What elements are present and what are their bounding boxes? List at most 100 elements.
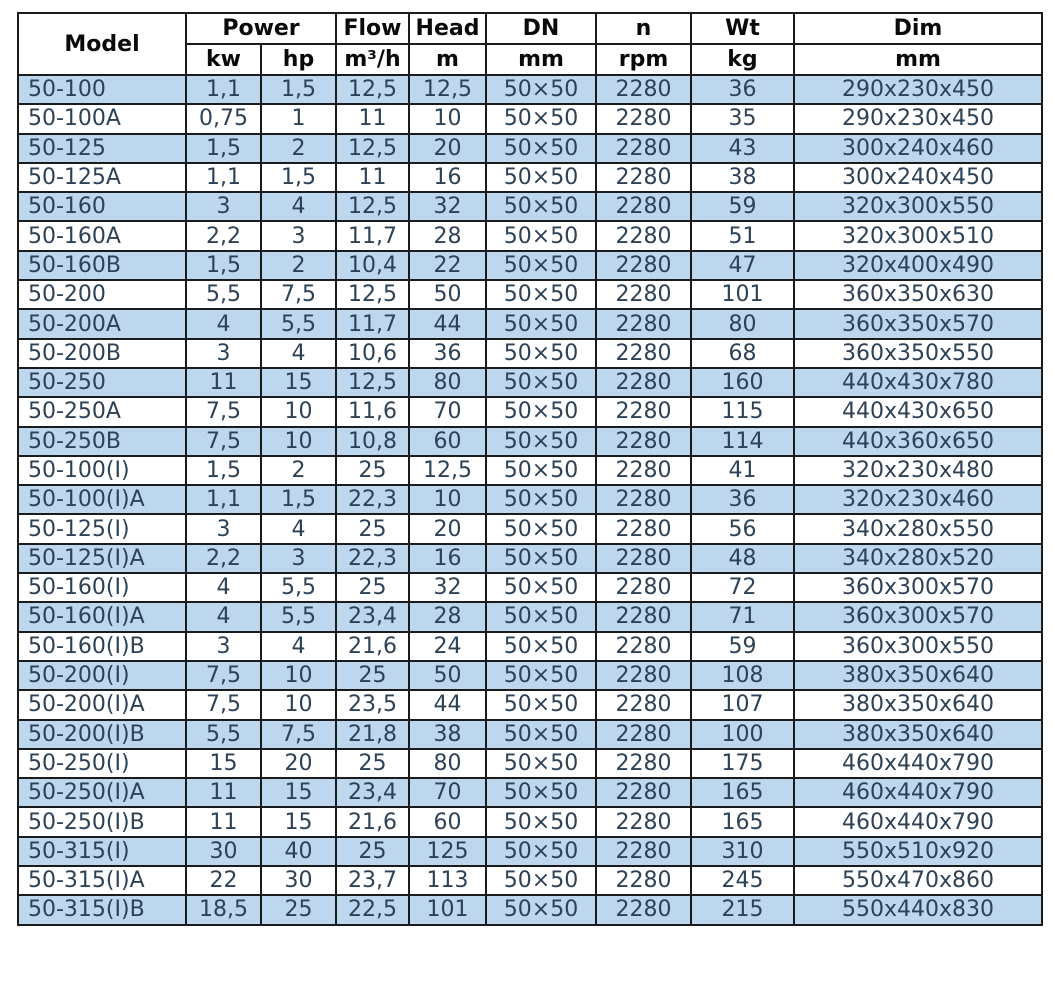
data-cell: 12,5 [335,73,410,106]
data-cell: 2280 [595,542,692,575]
col-header-wt: Wt [690,12,795,45]
data-cell: 50×50 [485,484,597,516]
data-cell: 3 [260,542,337,575]
data-cell: 50×50 [485,659,597,692]
data-cell: 44 [408,308,487,340]
data-cell: 43 [690,132,795,164]
data-cell: 21,8 [335,718,410,750]
model-cell: 50-250A [17,396,187,428]
data-cell: 10 [260,425,337,457]
table-row: 50-250B 7,5 10 10,8 60 50×50 2280 114 440x360x65… [17,425,1043,457]
data-cell: 2280 [595,747,692,780]
data-cell: 50×50 [485,747,597,780]
table-row: 50-160(I)B 3 4 21,6 24 50×50 2280 59 360x300x550 [17,630,1043,662]
data-cell: 2 [260,454,337,487]
data-cell: 11,7 [335,220,410,252]
data-cell: 245 [690,865,795,897]
col-header-flow-unit: m³/h [335,43,410,76]
data-cell: 550x470x860 [793,865,1043,897]
data-cell: 10,8 [335,425,410,457]
col-header-model: Model [17,12,187,76]
data-cell: 50 [408,279,487,311]
data-cell: 2280 [595,132,692,164]
data-cell: 15 [185,747,262,780]
data-cell: 25 [335,835,410,868]
data-cell: 1,1 [185,73,262,106]
data-cell: 550x510x920 [793,835,1043,868]
header-row-1: Model Power Flow Head DN n Wt Dim [17,12,1043,76]
data-cell: 11 [335,161,410,194]
data-cell: 30 [260,865,337,897]
data-cell: 50×50 [485,513,597,545]
model-cell: 50-125 [17,132,187,164]
data-cell: 3 [185,191,262,223]
data-cell: 2280 [595,279,692,311]
data-cell: 10,6 [335,337,410,369]
data-cell: 10 [260,689,337,721]
data-cell: 320x300x510 [793,220,1043,252]
data-cell: 2 [260,249,337,282]
data-cell: 10 [408,103,487,135]
data-cell: 41 [690,454,795,487]
data-cell: 440x430x650 [793,396,1043,428]
data-cell: 50×50 [485,630,597,662]
data-cell: 2280 [595,835,692,868]
table-row: 50-315(I)A 22 30 23,7 113 50×50 2280 245 550x470… [17,865,1043,897]
col-header-kw: kw [185,43,262,76]
data-cell: 12,5 [408,73,487,106]
data-cell: 2280 [595,396,692,428]
table-row: 50-160B 1,5 2 10,4 22 50×50 2280 47 320x400x490 [17,249,1043,282]
data-cell: 10,4 [335,249,410,282]
data-cell: 3 [185,513,262,545]
data-cell: 23,5 [335,689,410,721]
data-cell: 3 [260,220,337,252]
data-cell: 360x300x550 [793,630,1043,662]
data-cell: 50×50 [485,894,597,926]
data-cell: 320x300x550 [793,191,1043,223]
data-cell: 113 [408,865,487,897]
data-cell: 2,2 [185,220,262,252]
data-cell: 20 [260,747,337,780]
data-cell: 2280 [595,689,692,721]
col-header-dim: Dim [793,12,1043,45]
data-cell: 21,6 [335,630,410,662]
data-cell: 5,5 [260,572,337,604]
data-cell: 25 [335,659,410,692]
data-cell: 70 [408,777,487,809]
data-cell: 50×50 [485,220,597,252]
data-cell: 50×50 [485,865,597,897]
table-header: Model Power Flow Head DN n Wt Dim kw hp … [17,12,1043,76]
table-row: 50-125 1,5 2 12,5 20 50×50 2280 43 300x240x460 [17,132,1043,164]
col-header-n-unit: rpm [595,43,692,76]
table-row: 50-200(I)A 7,5 10 23,5 44 50×50 2280 107 380x350… [17,689,1043,721]
data-cell: 10 [260,396,337,428]
data-cell: 1 [260,103,337,135]
col-header-wt-unit: kg [690,43,795,76]
data-cell: 50×50 [485,308,597,340]
data-cell: 21,6 [335,806,410,838]
model-cell: 50-315(I)A [17,865,187,897]
col-header-dim-unit: mm [793,43,1043,76]
data-cell: 70 [408,396,487,428]
table-row: 50-160A 2,2 3 11,7 28 50×50 2280 51 320x300x510 [17,220,1043,252]
data-cell: 36 [408,337,487,369]
data-cell: 300x240x460 [793,132,1043,164]
table-row: 50-200 5,5 7,5 12,5 50 50×50 2280 101 360x350x63… [17,279,1043,311]
data-cell: 4 [260,513,337,545]
data-cell: 11,6 [335,396,410,428]
col-header-hp: hp [260,43,337,76]
data-cell: 2280 [595,103,692,135]
data-cell: 550x440x830 [793,894,1043,926]
data-cell: 2280 [595,806,692,838]
data-cell: 11 [185,806,262,838]
data-cell: 50×50 [485,337,597,369]
model-cell: 50-315(I) [17,835,187,868]
data-cell: 36 [690,484,795,516]
data-cell: 22,3 [335,542,410,575]
data-cell: 380x350x640 [793,718,1043,750]
data-cell: 25 [335,747,410,780]
data-cell: 4 [260,630,337,662]
data-cell: 2,2 [185,542,262,575]
data-cell: 50×50 [485,73,597,106]
